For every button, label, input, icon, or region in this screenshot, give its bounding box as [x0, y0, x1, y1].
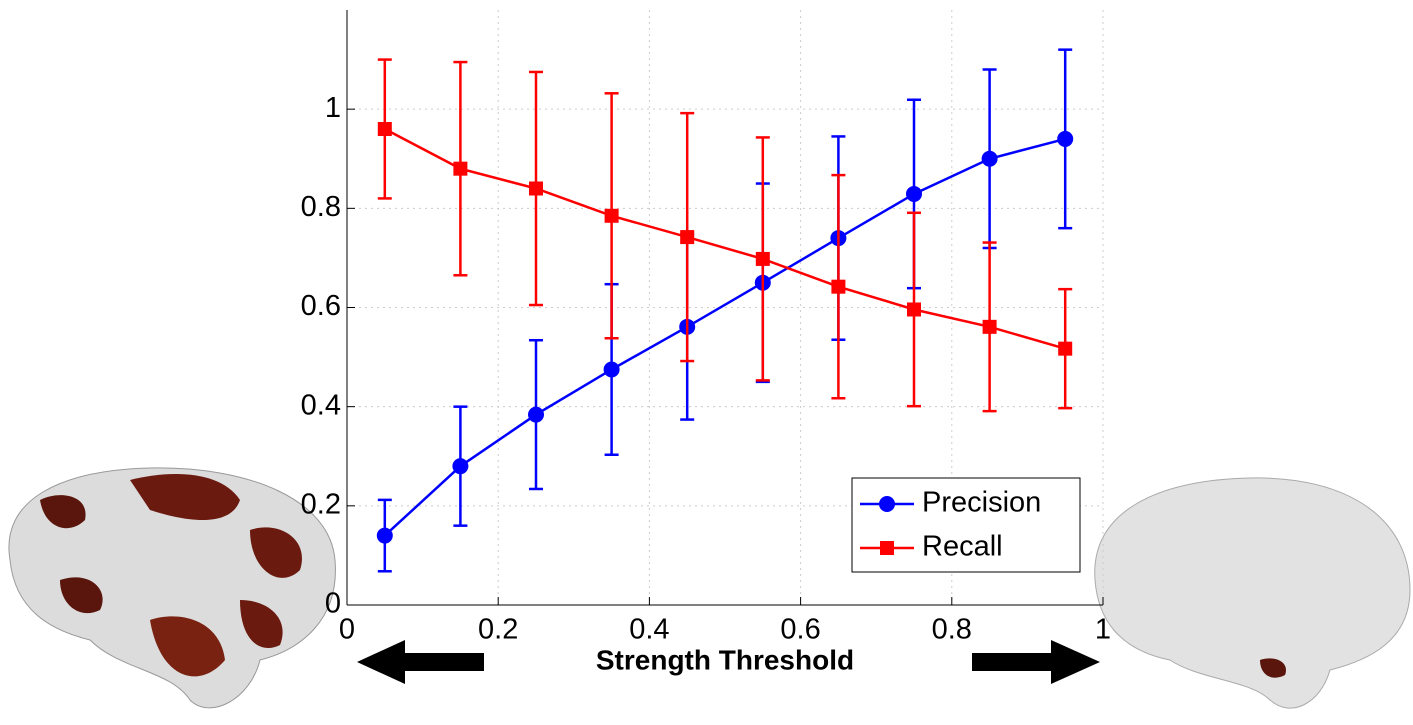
marker	[680, 230, 695, 245]
marker	[453, 161, 468, 176]
marker	[603, 361, 620, 378]
legend-marker	[880, 541, 894, 555]
marker	[831, 279, 846, 294]
marker	[1057, 130, 1074, 147]
marker	[907, 302, 921, 317]
left-brain	[8, 467, 336, 709]
marker	[604, 208, 619, 223]
x-tick-label: 1	[1095, 614, 1111, 646]
y-tick-label: 0.8	[301, 191, 341, 223]
y-tick-label: 0.6	[301, 290, 341, 322]
marker	[981, 150, 998, 167]
x-axis-label: Strength Threshold	[596, 644, 854, 675]
marker	[906, 185, 922, 202]
series-line	[383, 137, 1066, 537]
marker	[376, 527, 393, 544]
right-arrow	[972, 640, 1100, 684]
series-line	[384, 127, 1066, 350]
marker	[528, 406, 544, 423]
marker	[982, 319, 997, 334]
x-tick-label: 0.6	[780, 614, 820, 646]
left-arrow	[357, 640, 484, 684]
y-tick-label: 0.2	[301, 488, 341, 520]
right-brain	[1094, 477, 1411, 709]
y-tick-label: 0.4	[301, 389, 341, 421]
marker	[529, 181, 543, 196]
marker	[1058, 341, 1073, 356]
x-tick-label: 0.8	[932, 614, 972, 646]
x-tick-label: 0.4	[629, 614, 669, 646]
marker	[755, 251, 770, 266]
marker	[377, 122, 392, 136]
legend-marker	[879, 496, 895, 512]
legend-label: Recall	[922, 531, 1003, 563]
legend-label: Precision	[922, 487, 1041, 519]
y-tick-label: 0	[325, 588, 341, 620]
x-tick-label: 0.2	[478, 614, 518, 646]
legend-box	[851, 477, 1081, 573]
marker	[452, 458, 469, 475]
x-tick-label: 0	[339, 614, 355, 646]
y-tick-label: 1	[325, 92, 341, 124]
